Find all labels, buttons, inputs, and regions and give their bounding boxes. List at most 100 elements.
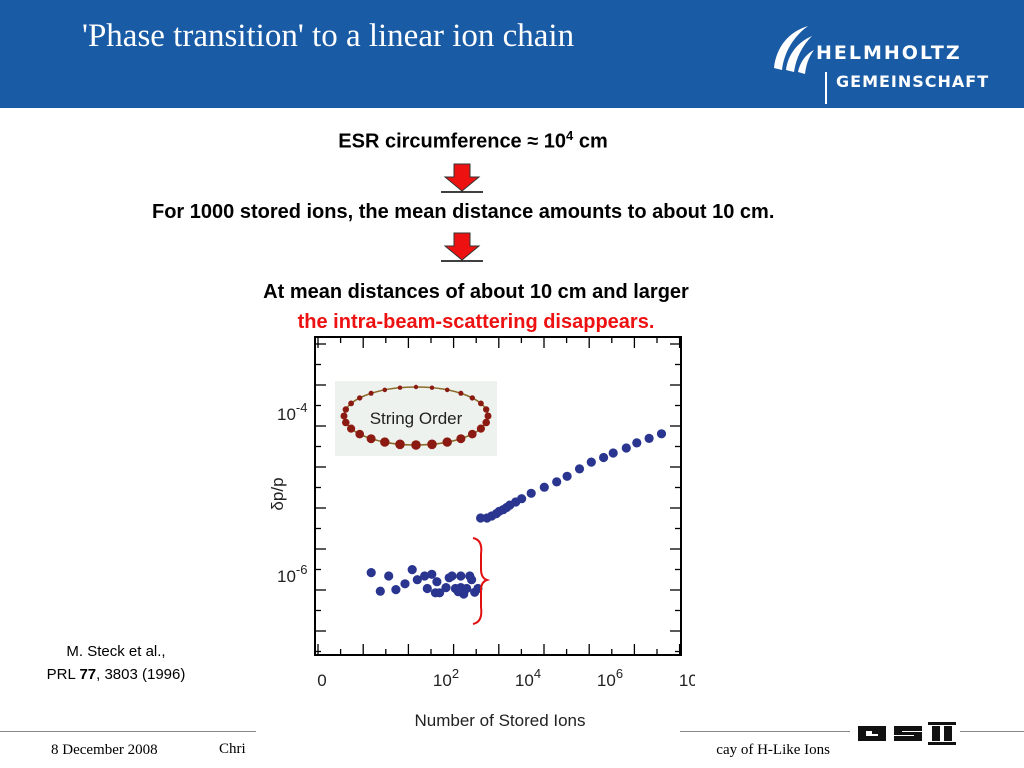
data-point bbox=[574, 464, 585, 474]
y-axis-label: δp/p bbox=[268, 477, 287, 510]
x-tick-label: 102 bbox=[433, 666, 459, 690]
x-axis-label: Number of Stored Ions bbox=[414, 711, 585, 730]
inset-ion-bead bbox=[458, 390, 464, 396]
inset-ion-bead bbox=[347, 424, 356, 433]
citation: M. Steck et al., PRL 77, 3803 (1996) bbox=[22, 640, 210, 686]
inset-ion-beads bbox=[340, 384, 492, 450]
red-brace bbox=[472, 537, 491, 625]
inset-ion-bead bbox=[444, 387, 450, 393]
logo-divider bbox=[825, 72, 827, 104]
logo-text-helmholtz: HELMHOLTZ bbox=[816, 42, 962, 64]
x-tick-label: 0 bbox=[317, 671, 326, 690]
data-point bbox=[447, 571, 457, 581]
inset-ion-bead bbox=[348, 400, 354, 407]
inset-ion-bead bbox=[482, 418, 490, 427]
data-point bbox=[586, 457, 596, 467]
data-point bbox=[420, 571, 430, 581]
slide-header: 'Phase transition' to a linear ion chain… bbox=[0, 0, 1024, 108]
gsi-logo-icon bbox=[858, 722, 956, 745]
data-point bbox=[375, 586, 385, 596]
x-tick-labels: 0 102 104 106 108 bbox=[317, 666, 695, 690]
slide-title: 'Phase transition' to a linear ion chain bbox=[82, 18, 575, 54]
inset-ion-bead bbox=[456, 434, 466, 444]
string-order-inset: String Order bbox=[335, 381, 497, 456]
citation-reference: PRL 77, 3803 (1996) bbox=[46, 666, 186, 683]
tick-marks bbox=[315, 337, 681, 655]
inset-ion-bead bbox=[355, 429, 364, 439]
inset-label: String Order bbox=[370, 409, 463, 428]
footer-divider-right bbox=[680, 731, 850, 732]
data-point bbox=[526, 488, 536, 498]
data-point bbox=[562, 471, 572, 481]
footer-divider-left bbox=[0, 731, 256, 732]
conclusion-text: the intra-beam-scattering disappears. bbox=[297, 311, 655, 333]
inset-ion-bead bbox=[476, 424, 485, 433]
footer-date: 8 December 2008 bbox=[51, 742, 158, 758]
data-point bbox=[621, 443, 631, 453]
data-point bbox=[656, 429, 667, 439]
data-point bbox=[467, 575, 477, 585]
inset-ion-bead bbox=[382, 387, 388, 393]
data-point bbox=[441, 583, 451, 593]
data-point bbox=[517, 494, 527, 504]
ion-chain-chart: String Order 0 102 104 106 108 10-4 10-6 Numb… bbox=[268, 336, 695, 730]
inset-ion-bead bbox=[342, 418, 350, 427]
inset-ion-bead bbox=[427, 439, 437, 450]
inset-ion-bead bbox=[413, 384, 419, 390]
inset-ion-bead bbox=[397, 385, 403, 390]
inset-ion-bead bbox=[429, 385, 435, 390]
data-point bbox=[432, 577, 442, 587]
helmholtz-logo-icon bbox=[774, 26, 814, 74]
inset-ion-bead bbox=[442, 437, 452, 447]
inset-ion-bead bbox=[366, 434, 376, 444]
inset-ion-bead bbox=[478, 400, 484, 407]
inset-ion-bead bbox=[340, 412, 348, 420]
inset-ion-bead bbox=[395, 439, 405, 450]
data-point bbox=[476, 513, 486, 523]
red-down-arrow-icon bbox=[441, 232, 483, 262]
footer-author: Chri bbox=[219, 741, 246, 757]
y-tick-label: 10-4 bbox=[277, 400, 307, 424]
helmholtz-logo: HELMHOLTZ GEMEINSCHAFT bbox=[768, 22, 1008, 106]
data-point bbox=[644, 433, 654, 443]
data-point bbox=[599, 452, 609, 463]
data-point bbox=[412, 575, 422, 585]
data-point bbox=[632, 438, 642, 448]
y-tick-label: 10-6 bbox=[277, 562, 307, 586]
data-point bbox=[539, 482, 549, 492]
inset-ion-bead bbox=[484, 412, 492, 420]
data-point bbox=[435, 588, 445, 598]
data-point bbox=[456, 571, 466, 581]
x-tick-label: 108 bbox=[679, 666, 695, 690]
esr-circumference-text: ESR circumference ≈ 104 cm bbox=[338, 128, 608, 153]
inset-ion-bead bbox=[368, 390, 374, 396]
data-point bbox=[407, 565, 417, 575]
inset-ion-bead bbox=[469, 395, 475, 401]
x-tick-label: 104 bbox=[515, 666, 541, 690]
data-point bbox=[400, 579, 410, 589]
inset-ion-bead bbox=[380, 437, 390, 447]
inset-ion-bead bbox=[483, 406, 490, 413]
mean-distance-text: For 1000 stored ions, the mean distance … bbox=[152, 201, 775, 223]
data-point bbox=[552, 477, 562, 487]
data-point bbox=[366, 568, 376, 578]
inset-ion-bead bbox=[342, 406, 349, 413]
data-point bbox=[384, 571, 394, 581]
data-point bbox=[422, 583, 432, 594]
inset-ion-bead bbox=[357, 395, 363, 401]
x-tick-label: 106 bbox=[597, 666, 623, 690]
data-point bbox=[391, 585, 401, 595]
data-point bbox=[462, 583, 472, 594]
data-point bbox=[427, 569, 437, 579]
footer-talk-title: cay of H-Like Ions bbox=[716, 742, 830, 758]
data-point bbox=[608, 448, 618, 458]
footer-divider-far-right bbox=[960, 731, 1024, 732]
citation-authors: M. Steck et al., bbox=[66, 643, 166, 660]
logo-text-gemeinschaft: GEMEINSCHAFT bbox=[836, 72, 990, 91]
plot-frame bbox=[314, 336, 682, 656]
condition-text: At mean distances of about 10 cm and lar… bbox=[263, 281, 689, 303]
data-points bbox=[366, 429, 667, 599]
inset-ion-bead bbox=[411, 440, 421, 450]
red-down-arrow-icon bbox=[441, 163, 483, 193]
inset-ion-bead bbox=[468, 429, 477, 439]
